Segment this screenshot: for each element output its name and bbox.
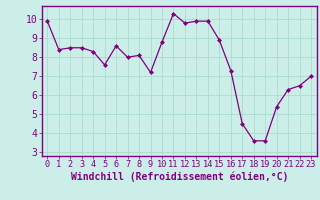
X-axis label: Windchill (Refroidissement éolien,°C): Windchill (Refroidissement éolien,°C): [70, 172, 288, 182]
